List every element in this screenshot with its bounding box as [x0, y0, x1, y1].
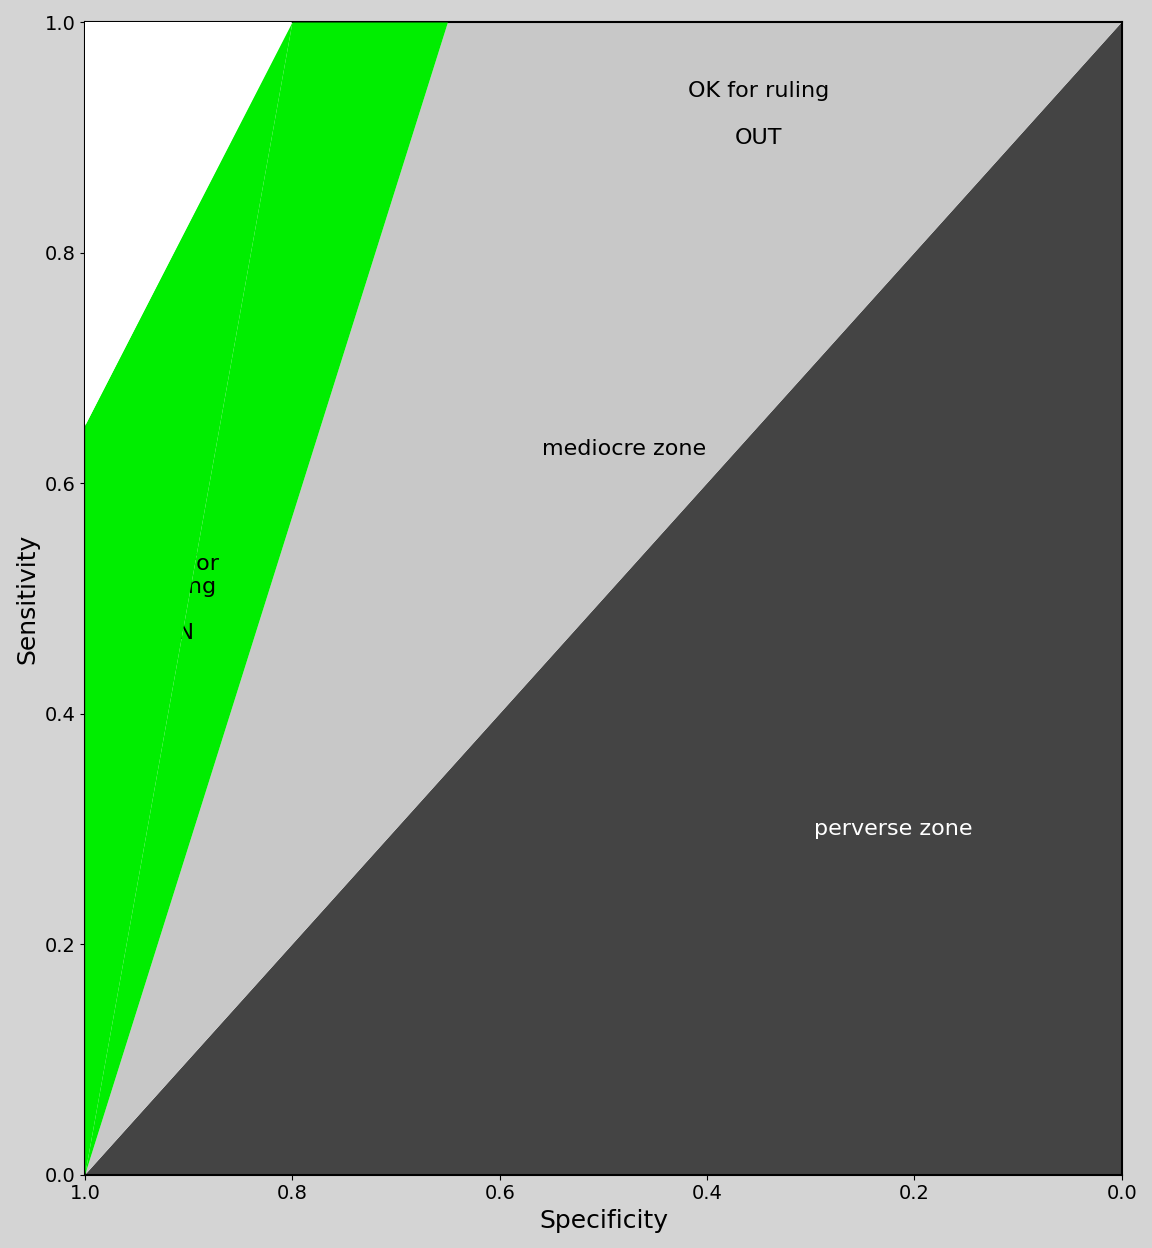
- Text: optimal
zone: optimal zone: [115, 172, 199, 216]
- Text: perverse zone: perverse zone: [814, 819, 972, 839]
- Polygon shape: [85, 22, 448, 1174]
- Polygon shape: [85, 22, 293, 426]
- Polygon shape: [85, 22, 293, 1174]
- Polygon shape: [85, 22, 1122, 1174]
- Polygon shape: [85, 22, 1122, 1174]
- X-axis label: Specificity: Specificity: [539, 1209, 668, 1233]
- Text: mediocre zone: mediocre zone: [543, 439, 706, 459]
- Text: OK for ruling

OUT: OK for ruling OUT: [688, 81, 829, 147]
- Text: OK for
ruling

IN: OK for ruling IN: [149, 554, 219, 644]
- Y-axis label: Sensitivity: Sensitivity: [15, 533, 39, 664]
